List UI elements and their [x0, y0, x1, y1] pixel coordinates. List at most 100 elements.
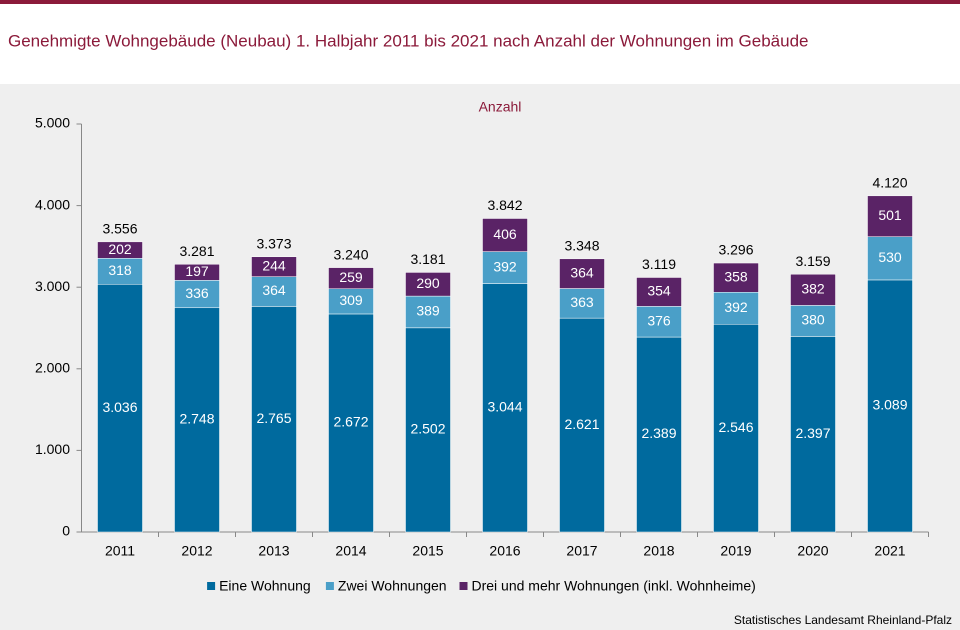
value-label: 3.036 [102, 399, 137, 415]
bar-segment [482, 251, 528, 284]
x-tick-label: 2011 [105, 543, 135, 559]
bar-segment [867, 195, 913, 237]
total-label: 3.348 [564, 238, 599, 254]
y-tick-label: 1.000 [35, 441, 70, 457]
value-label: 2.389 [641, 425, 676, 441]
x-tick-label: 2016 [489, 543, 520, 559]
x-tick-label: 2012 [181, 543, 212, 559]
legend-swatch [325, 582, 334, 590]
y-tick-label: 0 [62, 523, 70, 539]
total-label: 3.556 [102, 221, 137, 237]
value-label: 244 [262, 257, 286, 273]
bar-segment [713, 262, 759, 293]
bar-segment [251, 256, 297, 277]
source: Statistisches Landesamt Rheinland-Pfalz [734, 613, 952, 627]
total-label: 3.181 [410, 251, 445, 267]
bar-segment [405, 327, 451, 533]
y-tick-label: 4.000 [35, 196, 70, 212]
bar-segment [867, 279, 913, 533]
bar-segment [97, 241, 143, 259]
value-label: 354 [647, 283, 671, 299]
value-label: 2.672 [333, 414, 368, 430]
value-label: 392 [493, 258, 517, 274]
total-label: 3.373 [256, 235, 291, 251]
chart-title: Genehmigte Wohngebäude (Neubau) 1. Halbj… [8, 31, 809, 50]
legend-swatch [207, 582, 216, 590]
legend-label: Eine Wohnung [219, 578, 311, 594]
value-label: 2.765 [256, 410, 291, 426]
x-tick-label: 2018 [643, 543, 674, 559]
bar-segment [482, 283, 528, 533]
y-axis-label: Anzahl [479, 99, 522, 115]
bar-segment [405, 272, 451, 297]
x-tick-label: 2019 [720, 543, 751, 559]
value-label: 3.089 [872, 397, 907, 413]
legend-label: Drei und mehr Wohnungen (inkl. Wohnheime… [472, 578, 756, 594]
value-label: 358 [724, 268, 748, 284]
total-label: 3.296 [718, 242, 753, 258]
value-label: 202 [108, 241, 132, 257]
value-label: 2.748 [179, 411, 214, 427]
value-label: 197 [185, 263, 209, 279]
value-label: 382 [801, 281, 825, 297]
bar-segment [328, 267, 374, 290]
value-label: 2.397 [795, 425, 830, 441]
bar-segment [559, 317, 605, 533]
bar-segment [790, 273, 836, 306]
bar-segment [251, 306, 297, 533]
bar-segment [559, 258, 605, 289]
bar-segment [97, 284, 143, 533]
bar-segment [251, 276, 297, 307]
bar-segment [405, 295, 451, 329]
top-bar [0, 0, 960, 4]
value-label: 406 [493, 226, 517, 242]
bar-segment [636, 277, 682, 307]
total-label: 3.159 [795, 253, 830, 269]
bar-segment [328, 288, 374, 315]
bar-segment [636, 306, 682, 338]
total-label: 3.240 [333, 246, 368, 262]
value-label: 501 [878, 207, 902, 223]
value-label: 363 [570, 294, 594, 310]
bar-segment [174, 307, 220, 533]
value-label: 2.621 [564, 416, 599, 432]
x-tick-label: 2013 [258, 543, 289, 559]
bar-segment [713, 323, 759, 533]
bar-segment [559, 288, 605, 319]
value-label: 290 [416, 275, 440, 291]
total-label: 3.281 [179, 243, 214, 259]
value-label: 376 [647, 312, 671, 328]
bar-segment [713, 292, 759, 325]
value-label: 3.044 [487, 399, 522, 415]
value-label: 309 [339, 292, 363, 308]
value-label: 336 [185, 285, 209, 301]
value-label: 364 [262, 282, 286, 298]
value-label: 364 [570, 264, 594, 280]
total-label: 3.119 [642, 256, 676, 272]
y-tick-label: 2.000 [35, 360, 70, 376]
bar-segment [790, 336, 836, 533]
bar-segment [97, 258, 143, 285]
value-label: 2.546 [718, 419, 753, 435]
x-tick-label: 2021 [874, 543, 905, 559]
bar-segment [174, 280, 220, 309]
y-tick-label: 3.000 [35, 278, 70, 294]
x-tick-label: 2020 [797, 543, 828, 559]
value-label: 2.502 [410, 421, 445, 437]
total-label: 3.842 [487, 197, 522, 213]
value-label: 389 [416, 303, 440, 319]
bar-segment [636, 336, 682, 533]
value-label: 380 [801, 312, 825, 328]
x-tick-label: 2014 [335, 543, 366, 559]
bar-segment [174, 264, 220, 281]
total-label: 4.120 [872, 175, 907, 191]
bar-segment [328, 313, 374, 533]
y-tick-label: 5.000 [35, 115, 70, 131]
legend-swatch [459, 582, 468, 590]
value-label: 530 [878, 249, 902, 265]
x-tick-label: 2017 [566, 543, 597, 559]
value-label: 392 [724, 299, 748, 315]
bar-segment [482, 218, 528, 252]
value-label: 318 [108, 262, 132, 278]
